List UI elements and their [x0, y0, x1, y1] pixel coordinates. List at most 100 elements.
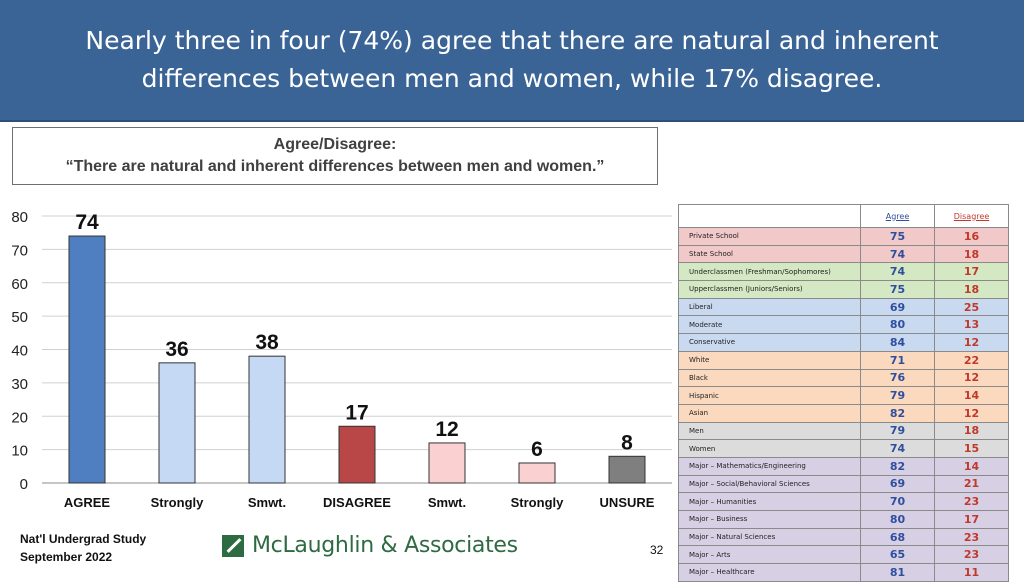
row-label: Upperclassmen (Juniors/Seniors): [678, 280, 861, 299]
y-tick-label: 60: [11, 276, 28, 293]
question-box: Agree/Disagree: “There are natural and i…: [12, 127, 658, 185]
row-label: State School: [678, 244, 861, 264]
agree-value: 80: [860, 510, 935, 529]
subgroup-table: Agree Disagree Private School 75 16 State S…: [678, 204, 1009, 582]
agree-value: 79: [860, 421, 935, 441]
row-label: Major – Humanities: [678, 492, 861, 511]
agree-value: 70: [860, 492, 935, 511]
row-label: Moderate: [678, 315, 861, 335]
x-category-label: Strongly: [511, 495, 564, 510]
table-row: Black 76 12: [678, 368, 1009, 388]
disagree-value: 13: [934, 315, 1009, 335]
table-row: State School 74 18: [678, 244, 1009, 264]
agree-value: 71: [860, 350, 935, 370]
disagree-value: 23: [934, 492, 1009, 511]
table-row: Women 74 15: [678, 439, 1009, 458]
agree-value: 68: [860, 527, 935, 547]
table-row: Liberal 69 25: [678, 297, 1009, 317]
row-label: Black: [678, 368, 861, 388]
row-label: Women: [678, 439, 861, 458]
bar: [428, 442, 466, 484]
y-tick-label: 70: [11, 242, 28, 259]
table-row: Hispanic 79 14: [678, 386, 1009, 405]
agree-value: 69: [860, 297, 935, 317]
data-label: 74: [75, 211, 99, 234]
row-label: Major – Mathematics/Engineering: [678, 456, 861, 476]
x-category-label: Smwt.: [248, 495, 286, 510]
x-category-label: DISAGREE: [323, 495, 391, 510]
y-tick-label: 40: [11, 343, 28, 360]
table-row: Major – Healthcare 81 11: [678, 563, 1009, 582]
source-line-1: Nat'l Undergrad Study: [20, 532, 147, 546]
disagree-value: 15: [934, 439, 1009, 458]
disagree-value: 23: [934, 545, 1009, 565]
logo-mark-icon: [222, 534, 244, 557]
table-row: Upperclassmen (Juniors/Seniors) 75 18: [678, 280, 1009, 299]
disagree-value: 11: [934, 563, 1009, 582]
slide-title: Nearly three in four (74%) agree that th…: [85, 26, 939, 93]
agree-value: 82: [860, 456, 935, 476]
bar: [608, 455, 646, 484]
disagree-value: 12: [934, 403, 1009, 423]
bar: [68, 235, 106, 484]
agree-value: 84: [860, 333, 935, 352]
disagree-value: 12: [934, 368, 1009, 388]
table-row: Underclassmen (Freshman/Sophomores) 74 17: [678, 262, 1009, 282]
agree-value: 82: [860, 403, 935, 423]
agree-value: 79: [860, 386, 935, 405]
table-row: White 71 22: [678, 350, 1009, 370]
x-category-label: Smwt.: [428, 495, 466, 510]
y-tick-label: 50: [11, 309, 28, 326]
disagree-value: 17: [934, 510, 1009, 529]
table-row: Conservative 84 12: [678, 333, 1009, 352]
page-number: 32: [650, 543, 664, 557]
data-label: 38: [255, 331, 279, 354]
data-label: 36: [165, 338, 188, 361]
disagree-value: 14: [934, 456, 1009, 476]
table-body: Private School 75 16 State School 74 18 Underc…: [678, 227, 1009, 582]
agree-value: 75: [860, 227, 935, 246]
question-text: “There are natural and inherent differen…: [65, 158, 605, 175]
question-heading: Agree/Disagree:: [273, 136, 397, 153]
disagree-value: 22: [934, 350, 1009, 370]
source-note: Nat'l Undergrad Study September 2022: [20, 530, 146, 566]
y-tick-label: 80: [11, 209, 28, 226]
agree-value: 74: [860, 439, 935, 458]
disagree-value: 14: [934, 386, 1009, 405]
row-label: Major – Business: [678, 510, 861, 529]
agree-value: 81: [860, 563, 935, 582]
table-row: Private School 75 16: [678, 227, 1009, 246]
source-line-2: September 2022: [20, 550, 113, 564]
table-header-disagree: Disagree: [934, 204, 1009, 228]
disagree-value: 18: [934, 244, 1009, 264]
title-banner: Nearly three in four (74%) agree that th…: [0, 0, 1024, 122]
row-label: White: [678, 350, 861, 370]
x-category-label: UNSURE: [600, 495, 655, 510]
disagree-value: 17: [934, 262, 1009, 282]
company-logo: McLaughlin & Associates: [222, 533, 518, 558]
y-tick-label: 30: [11, 376, 28, 393]
row-label: Major – Social/Behavioral Sciences: [678, 474, 861, 494]
row-label: Underclassmen (Freshman/Sophomores): [678, 262, 861, 282]
x-category-label: Strongly: [151, 495, 204, 510]
data-label: 17: [345, 401, 368, 424]
y-tick-label: 10: [11, 443, 28, 460]
table-row: Asian 82 12: [678, 403, 1009, 423]
disagree-value: 21: [934, 474, 1009, 494]
x-category-label: AGREE: [64, 495, 111, 510]
row-label: Hispanic: [678, 386, 861, 405]
y-tick-label: 0: [20, 476, 28, 493]
disagree-value: 25: [934, 297, 1009, 317]
agree-value: 65: [860, 545, 935, 565]
bar: [518, 462, 556, 484]
disagree-value: 12: [934, 333, 1009, 352]
data-label: 8: [621, 431, 633, 454]
agree-value: 69: [860, 474, 935, 494]
row-label: Major – Healthcare: [678, 563, 861, 582]
table-header-blank: [678, 204, 861, 228]
row-label: Major – Arts: [678, 545, 861, 565]
disagree-value: 23: [934, 527, 1009, 547]
data-label: 6: [531, 438, 543, 461]
disagree-value: 16: [934, 227, 1009, 246]
table-row: Major – Social/Behavioral Sciences 69 21: [678, 474, 1009, 494]
